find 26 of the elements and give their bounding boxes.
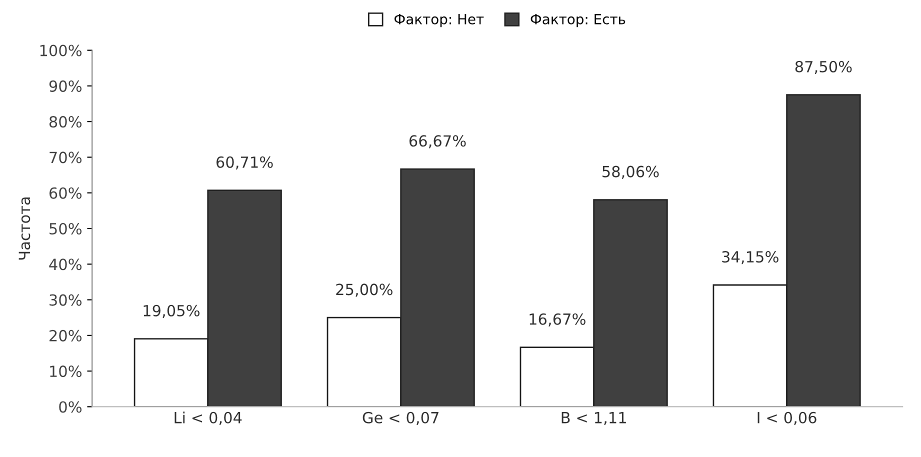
data-label: 58,06%	[602, 166, 659, 179]
legend-label: Фактор: Нет	[394, 14, 484, 28]
y-tick-label: 70%	[50, 152, 82, 164]
legend-label: Фактор: Есть	[530, 14, 626, 28]
data-label: 25,00%	[336, 284, 392, 297]
x-tick-label: Li < 0,04	[174, 412, 242, 425]
data-label: 66,67%	[409, 135, 466, 148]
y-tick-label: 100%	[40, 44, 82, 56]
data-label: 34,15%	[722, 251, 778, 264]
y-tick-label: 50%	[50, 222, 82, 235]
x-tick-label: I < 0,06	[758, 412, 816, 425]
data-label: 87,50%	[795, 60, 852, 74]
y-tick-label: 40%	[49, 258, 82, 270]
y-tick-label: 80%	[49, 116, 82, 128]
data-label: 16,67%	[530, 313, 586, 326]
data-label: 19,05%	[144, 304, 200, 318]
y-axis-title: Частота	[18, 198, 30, 260]
x-tick-label: B < 1,11	[562, 412, 626, 425]
y-tick-label: 30%	[50, 294, 82, 306]
data-label: 60,71%	[216, 156, 273, 170]
y-tick-label: 10%	[50, 366, 82, 378]
y-tick-label: 20%	[50, 330, 82, 342]
y-tick-label: 90%	[49, 80, 82, 92]
y-tick-label: 0%	[59, 401, 82, 413]
y-tick-label: 60%	[49, 187, 82, 199]
x-tick-label: Ge < 0,07	[362, 412, 438, 425]
